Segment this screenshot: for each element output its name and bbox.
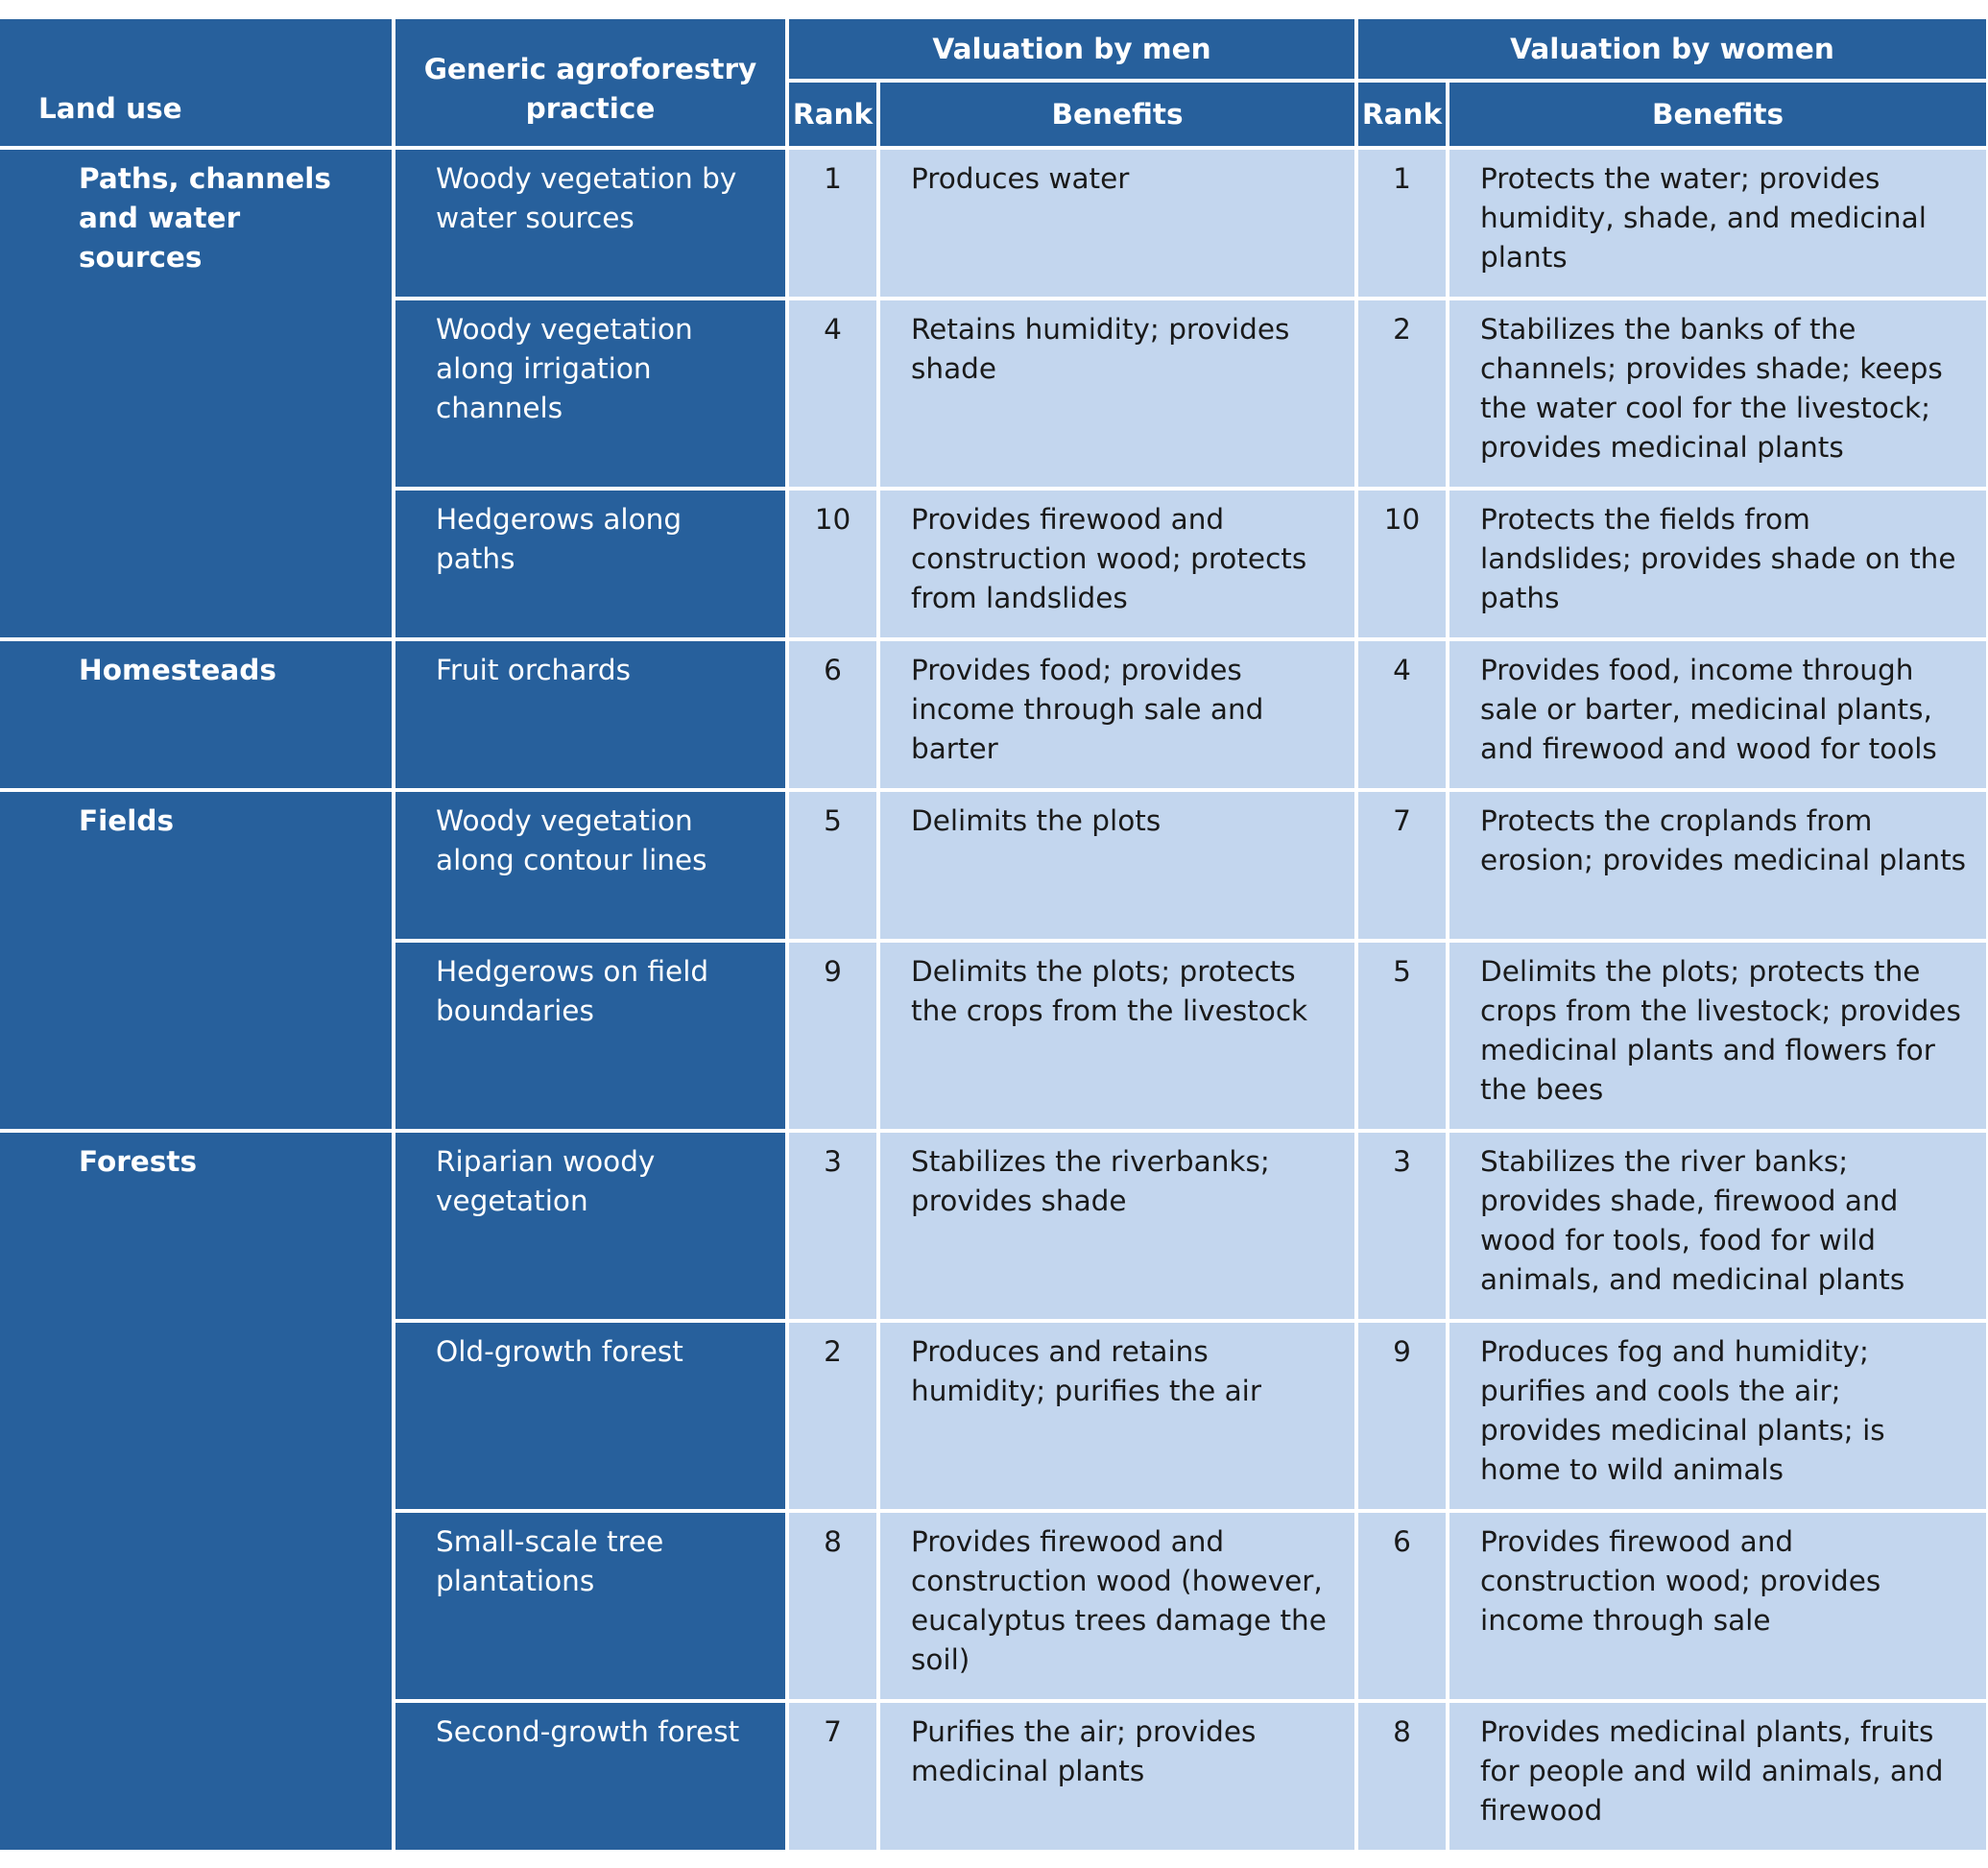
women-rank-cell: 5: [1354, 939, 1450, 1133]
table-row: Small-scale tree plantations 8 Provides …: [0, 1509, 1988, 1703]
women-benefits-cell: Protects the croplands from erosion; pro…: [1446, 788, 1988, 943]
men-rank-cell: 2: [785, 1319, 880, 1513]
table-row: Second-growth forest 7 Purifies the air;…: [0, 1699, 1988, 1854]
men-benefits-cell: Retains humidity; provides shade: [875, 297, 1359, 491]
header-women-rank: Rank: [1354, 79, 1450, 150]
practice-cell: Fruit orchards: [392, 637, 789, 792]
header-valuation-men: Valuation by men: [784, 19, 1359, 83]
women-benefits-cell: Provides firewood and construction wood;…: [1446, 1509, 1988, 1703]
women-benefits-cell: Provides medicinal plants, fruits for pe…: [1446, 1699, 1988, 1854]
women-benefits-cell: Stabilizes the banks of the channels; pr…: [1446, 297, 1988, 491]
men-rank-cell: 7: [785, 1699, 880, 1854]
table-row: Homesteads Fruit orchards 6 Provides foo…: [0, 637, 1988, 792]
men-benefits-cell: Stabilizes the riverbanks; provides shad…: [875, 1129, 1359, 1323]
women-rank-cell: 6: [1354, 1509, 1450, 1703]
men-benefits-cell: Delimits the plots; protects the crops f…: [875, 939, 1359, 1133]
women-rank-cell: 1: [1354, 146, 1450, 300]
practice-cell: Hedgerows on field boundaries: [392, 939, 789, 1133]
men-rank-cell: 6: [785, 637, 880, 792]
practice-cell: Woody vegetation along contour lines: [392, 788, 789, 943]
practice-cell: Woody vegetation by water sources: [392, 146, 789, 300]
men-rank-cell: 9: [785, 939, 880, 1133]
practice-cell: Old-growth forest: [392, 1319, 789, 1513]
practice-cell: Small-scale tree plantations: [392, 1509, 789, 1703]
women-benefits-cell: Delimits the plots; protects the crops f…: [1446, 939, 1988, 1133]
land-use-cell: Forests: [0, 1129, 395, 1854]
land-use-cell: Paths, channels and water sources: [0, 146, 395, 641]
practice-cell: Second-growth forest: [392, 1699, 789, 1854]
men-rank-cell: 5: [785, 788, 880, 943]
women-rank-cell: 7: [1354, 788, 1450, 943]
men-rank-cell: 1: [785, 146, 880, 300]
women-rank-cell: 8: [1354, 1699, 1450, 1854]
valuation-table: Land use Generic agroforestry practice V…: [0, 19, 1988, 1854]
men-benefits-cell: Produces and retains humidity; purifies …: [875, 1319, 1359, 1513]
header-row-sub: Rank Benefits Rank Benefits: [0, 79, 1988, 150]
header-land-use: Land use: [0, 19, 395, 150]
women-benefits-cell: Provides food, income through sale or ba…: [1446, 637, 1988, 792]
women-rank-cell: 4: [1354, 637, 1450, 792]
women-benefits-cell: Produces fog and humidity; purifies and …: [1446, 1319, 1988, 1513]
header-row-groups: Land use Generic agroforestry practice V…: [0, 19, 1988, 150]
table-row: Forests Riparian woody vegetation 3 Stab…: [0, 1129, 1988, 1854]
table-row: Woody vegetation along irrigation channe…: [0, 297, 1988, 491]
header-valuation-women: Valuation by women: [1354, 19, 1988, 83]
men-rank-cell: 10: [785, 487, 880, 641]
table-row: Fields Woody vegetation along contour li…: [0, 788, 1988, 1133]
practice-cell: Woody vegetation along irrigation channe…: [392, 297, 789, 491]
table-row: Hedgerows on field boundaries 9 Delimits…: [0, 939, 1988, 1133]
header-practice: Generic agroforestry practice: [392, 19, 789, 150]
men-benefits-cell: Provides firewood and construction wood;…: [875, 487, 1359, 641]
table-row: Hedgerows along paths 10 Provides firewo…: [0, 487, 1988, 641]
women-rank-cell: 3: [1354, 1129, 1450, 1323]
table-row: Paths, channels and water sources Woody …: [0, 146, 1988, 641]
practice-cell: Riparian woody vegetation: [392, 1129, 789, 1323]
land-use-cell: Homesteads: [0, 637, 395, 792]
women-rank-cell: 10: [1354, 487, 1450, 641]
men-benefits-cell: Provides food; provides income through s…: [875, 637, 1359, 792]
men-benefits-cell: Provides firewood and construction wood …: [875, 1509, 1359, 1703]
table-row: Old-growth forest 2 Produces and retains…: [0, 1319, 1988, 1513]
women-rank-cell: 2: [1354, 297, 1450, 491]
header-men-benefits: Benefits: [875, 79, 1359, 150]
men-rank-cell: 3: [785, 1129, 880, 1323]
men-benefits-cell: Produces water: [875, 146, 1359, 300]
header-men-rank: Rank: [787, 79, 880, 150]
men-rank-cell: 8: [785, 1509, 880, 1703]
men-benefits-cell: Delimits the plots: [875, 788, 1359, 943]
women-rank-cell: 9: [1354, 1319, 1450, 1513]
header-women-benefits: Benefits: [1446, 79, 1988, 150]
men-benefits-cell: Purifies the air; provides medicinal pla…: [875, 1699, 1359, 1854]
women-benefits-cell: Protects the fields from landslides; pro…: [1446, 487, 1988, 641]
practice-cell: Hedgerows along paths: [392, 487, 789, 641]
land-use-cell: Fields: [0, 788, 395, 1133]
women-benefits-cell: Stabilizes the river banks; provides sha…: [1446, 1129, 1988, 1323]
women-benefits-cell: Protects the water; provides humidity, s…: [1446, 146, 1988, 300]
men-rank-cell: 4: [785, 297, 880, 491]
